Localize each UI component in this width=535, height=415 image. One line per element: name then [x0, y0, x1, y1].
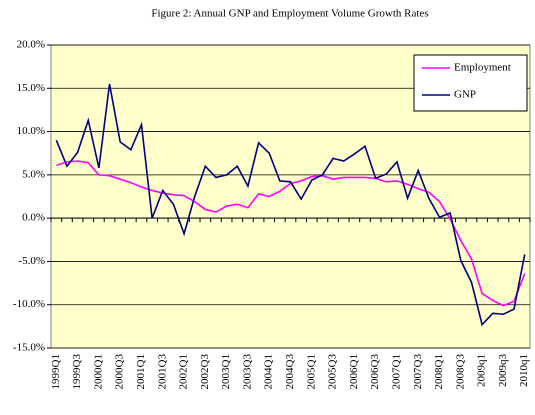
- legend-label: GNP: [454, 89, 476, 101]
- legend-box: [413, 54, 528, 112]
- x-tick-label: 2009q1: [476, 354, 488, 387]
- x-tick-label: 2004Q3: [284, 354, 296, 390]
- y-tick-label: 5.0%: [22, 168, 45, 180]
- y-tick-label: 20.0%: [17, 39, 45, 51]
- x-tick-label: 2000Q1: [92, 354, 104, 389]
- x-tick-label: 2009q3: [497, 354, 509, 388]
- y-tick-label: 10.0%: [17, 125, 45, 137]
- x-tick-label: 2008Q1: [433, 354, 445, 389]
- x-tick-label: 1999Q1: [50, 354, 62, 389]
- x-tick-label: 2005Q1: [305, 354, 317, 389]
- x-tick-label: 2001Q1: [135, 354, 147, 389]
- x-tick-label: 2007Q3: [412, 354, 424, 390]
- x-tick-label: 2008Q3: [454, 354, 466, 390]
- y-tick-label: 0.0%: [22, 212, 45, 224]
- x-tick-label: 2003Q3: [241, 354, 253, 390]
- x-tick-label: 2001Q3: [156, 354, 168, 390]
- x-tick-label: 2002Q3: [199, 354, 211, 390]
- x-tick-label: 2002Q1: [178, 354, 190, 389]
- x-tick-label: 2006Q3: [369, 354, 381, 390]
- x-tick-label: 2007Q1: [390, 354, 402, 389]
- x-tick-label: 2005Q3: [327, 354, 339, 390]
- x-tick-label: 1999Q3: [71, 354, 83, 390]
- y-tick-label: -5.0%: [18, 255, 45, 267]
- x-tick-label: 2010q1: [518, 354, 530, 387]
- series-line: [55, 83, 526, 327]
- x-tick-label: 2000Q3: [114, 354, 126, 390]
- y-tick-label: 15.0%: [17, 82, 45, 94]
- legend-label: Employment: [454, 62, 511, 74]
- chart-title: Figure 2: Annual GNP and Employment Volu…: [151, 8, 428, 20]
- series-line: [56, 160, 526, 307]
- x-tick-label: 2003Q1: [220, 354, 232, 389]
- y-tick-label: -15.0%: [13, 342, 45, 354]
- y-tick-label: -10.0%: [13, 298, 45, 310]
- x-tick-label: 2006Q1: [348, 354, 360, 389]
- x-tick-label: 2004Q1: [263, 354, 275, 389]
